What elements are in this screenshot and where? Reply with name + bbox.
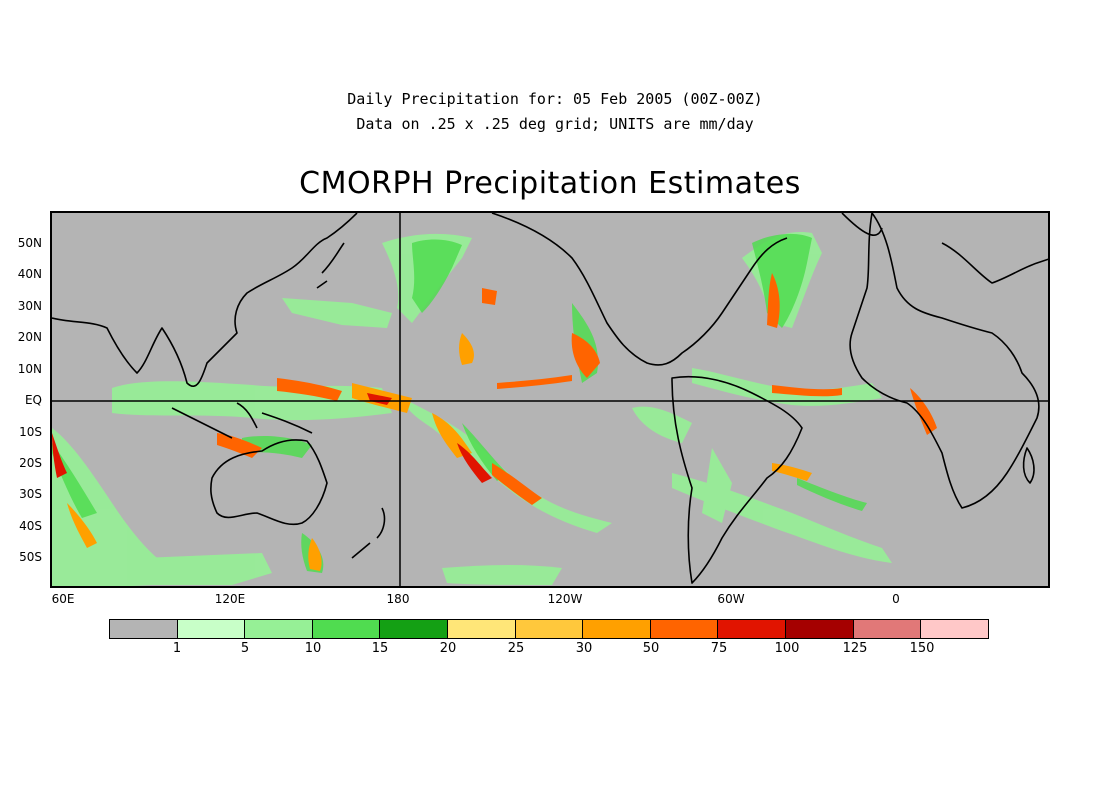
- colorbar-swatch: [583, 620, 651, 638]
- lon-label: 60E: [51, 592, 75, 606]
- coastlines: [52, 213, 1048, 584]
- colorbar-swatch: [515, 620, 584, 638]
- colorbar-swatch: [245, 620, 313, 638]
- colorbar-swatch: [650, 620, 719, 638]
- colorbar-label: 75: [710, 641, 728, 656]
- lat-label: 20S: [19, 456, 42, 470]
- colorbar-label: 100: [774, 641, 800, 656]
- header-line-units: Data on .25 x .25 deg grid; UNITS are mm…: [356, 115, 754, 133]
- colorbar-swatch: [110, 620, 178, 638]
- colorbar-swatch: [177, 620, 246, 638]
- lon-label: 60W: [717, 592, 745, 606]
- colorbar-label: 15: [371, 641, 389, 656]
- lat-label: 30S: [19, 487, 42, 501]
- colorbar-label: 30: [575, 641, 593, 656]
- lon-label: 180: [386, 592, 410, 606]
- lon-label: 0: [892, 592, 900, 606]
- colorbar-label: 25: [507, 641, 525, 656]
- lat-label: 20N: [17, 330, 42, 344]
- colorbar-label: 5: [240, 641, 250, 656]
- colorbar-label: 50: [642, 641, 660, 656]
- colorbar-label: 1: [172, 641, 182, 656]
- map-drawing: [52, 213, 1048, 586]
- colorbar-swatch: [921, 620, 988, 638]
- map-title: CMORPH Precipitation Estimates: [299, 166, 801, 201]
- precipitation-map: [50, 211, 1050, 588]
- lat-label: 10S: [19, 425, 42, 439]
- lat-label: 30N: [17, 299, 42, 313]
- colorbar-label: 125: [842, 641, 868, 656]
- colorbar-label: 10: [304, 641, 322, 656]
- colorbar-swatch: [312, 620, 381, 638]
- lat-label: 50N: [17, 236, 42, 250]
- colorbar-label: 20: [439, 641, 457, 656]
- colorbar-swatch: [380, 620, 449, 638]
- colorbar: [109, 619, 989, 639]
- lat-label: 10N: [17, 362, 42, 376]
- colorbar-swatch: [448, 620, 516, 638]
- lon-label: 120W: [547, 592, 583, 606]
- header-line-date: Daily Precipitation for: 05 Feb 2005 (00…: [347, 90, 763, 108]
- lat-label: 40S: [19, 519, 42, 533]
- colorbar-label: 150: [909, 641, 935, 656]
- lat-label: 50S: [19, 550, 42, 564]
- lon-label: 120E: [214, 592, 246, 606]
- lat-label: 40N: [17, 267, 42, 281]
- colorbar-swatch: [786, 620, 854, 638]
- precip-heavy-layer: [52, 273, 937, 571]
- lat-label: EQ: [24, 393, 42, 407]
- colorbar-swatch: [718, 620, 787, 638]
- colorbar-swatch: [853, 620, 922, 638]
